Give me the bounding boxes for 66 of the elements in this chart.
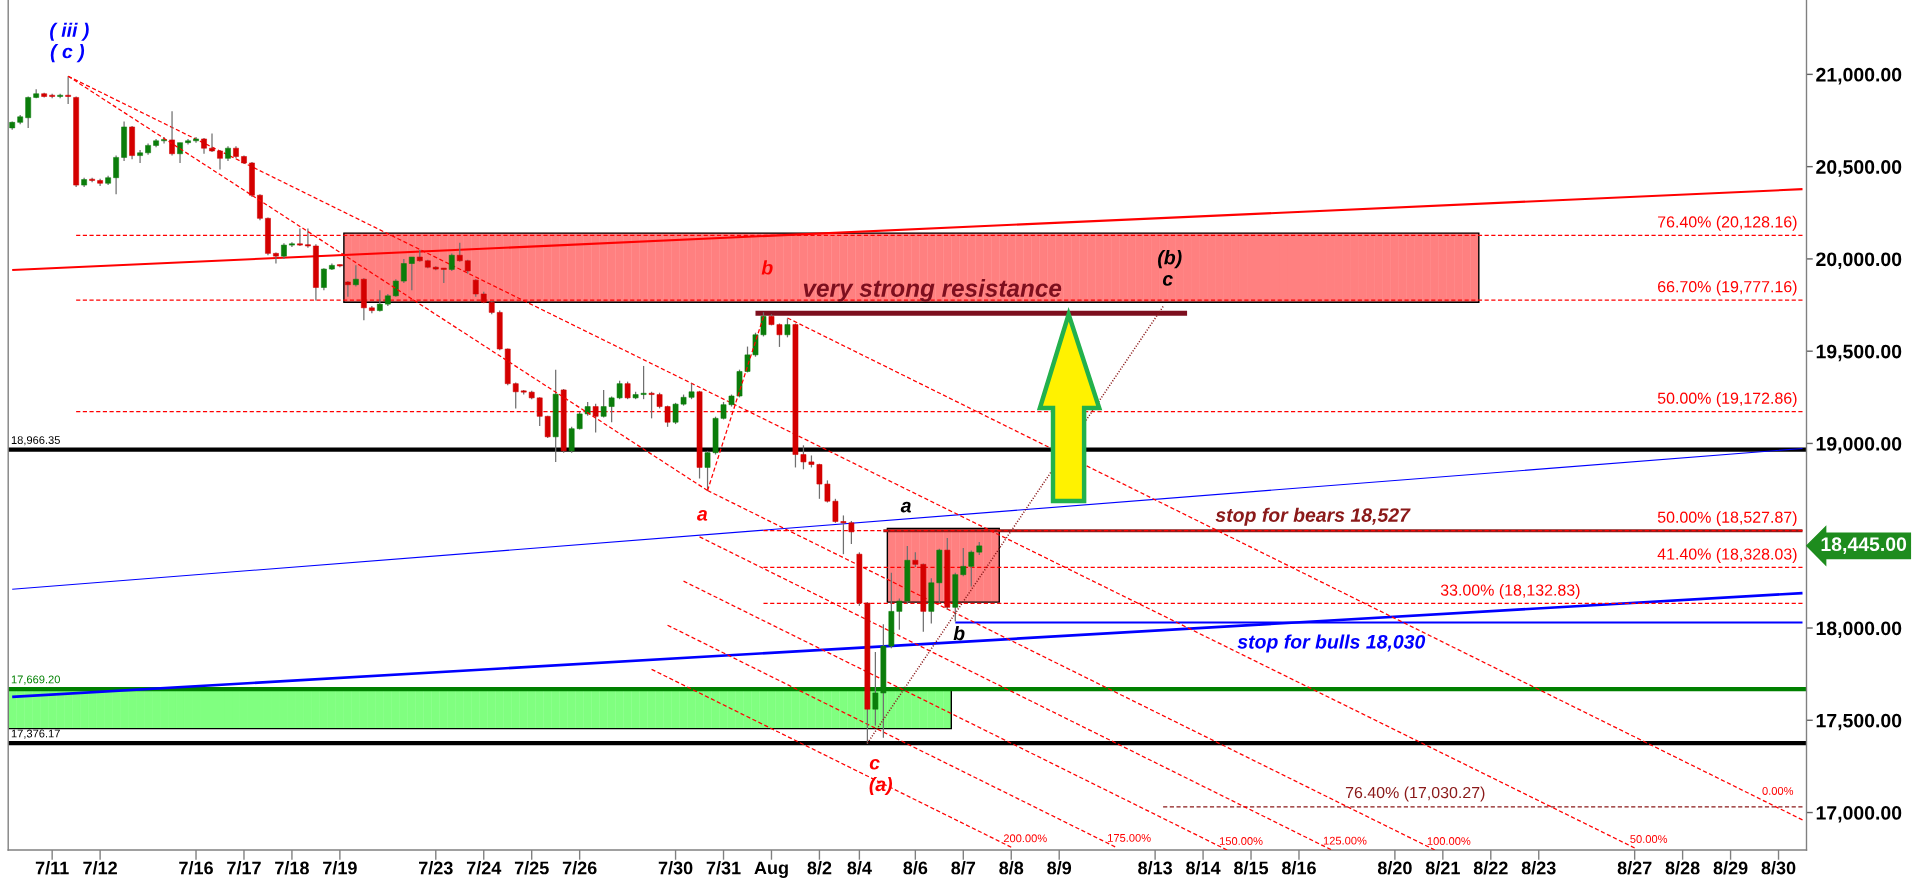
ref-line-label: 17,376.17: [11, 729, 60, 739]
y-tick-label: 20,000.00: [1816, 252, 1902, 269]
x-tick-label: 8/22: [1473, 861, 1508, 875]
x-tick-label: 8/14: [1186, 861, 1221, 875]
series-label: 200.00%: [1003, 834, 1047, 843]
x-tick-label: 7/16: [179, 861, 213, 875]
x-tick-label: 7/26: [562, 861, 597, 875]
annotation: ( c ): [50, 44, 85, 63]
series-label: 76.40% (17,030.27): [1345, 786, 1485, 802]
x-tick-label: 7/12: [83, 861, 117, 875]
x-tick-label: 7/23: [419, 861, 453, 875]
series-label: 125.00%: [1323, 836, 1367, 845]
series-label: 100.00%: [1427, 837, 1471, 845]
x-tick-label: 8/16: [1281, 861, 1316, 875]
series-label: 50.00% (18,527.87): [1657, 511, 1797, 527]
y-tick-label: 21,000.00: [1816, 67, 1902, 85]
x-tick-label: 8/13: [1138, 861, 1173, 875]
annotation: c: [869, 758, 880, 770]
x-tick-label: 8/15: [1234, 861, 1269, 875]
x-tick-label: 7/11: [35, 861, 69, 875]
series-label: 66.70% (19,777.16): [1658, 280, 1797, 296]
series-label: 50.00% (19,172.86): [1657, 392, 1797, 407]
series-label: 76.40% (20,128.16): [1658, 215, 1797, 231]
x-tick-label: 8/6: [903, 861, 928, 875]
series-label: 33.00% (18,132.83): [1440, 584, 1580, 599]
x-tick-label: Aug: [754, 861, 788, 878]
x-tick-label: 7/25: [514, 861, 549, 875]
x-tick-label: 8/21: [1425, 861, 1460, 875]
x-tick-label: 8/28: [1665, 861, 1700, 875]
y-tick-label: 18,000.00: [1816, 621, 1902, 639]
y-tick-label: 17,000.00: [1816, 806, 1902, 823]
x-tick-label: 8/20: [1377, 861, 1412, 875]
annotation: a: [697, 510, 708, 521]
y-tick-label: 17,500.00: [1816, 713, 1902, 731]
x-tick-label: 8/7: [951, 861, 976, 875]
series-label: 41.40% (18,328.03): [1657, 548, 1797, 563]
annotation: ( iii ): [50, 22, 89, 41]
x-tick-label: 8/9: [1047, 861, 1072, 875]
ref-line-label: 17,669.20: [11, 675, 60, 685]
series-label: 50.00%: [1630, 835, 1668, 843]
x-tick-label: 7/18: [275, 861, 309, 875]
y-tick-label: 20,500.00: [1816, 160, 1902, 177]
x-tick-label: 8/23: [1521, 861, 1556, 875]
series-label: 0.00%: [1762, 787, 1794, 795]
series-label: stop for bears 18,527: [1215, 507, 1411, 526]
text: 18,445.00: [1821, 537, 1907, 554]
series-label: 175.00%: [1108, 833, 1151, 842]
x-tick-label: 8/2: [807, 861, 832, 875]
y-tick-label: 19,000.00: [1816, 436, 1902, 454]
ref-line-label: 18,966.35: [11, 436, 60, 446]
x-tick-label: 7/19: [323, 861, 357, 875]
x-tick-label: 8/27: [1617, 861, 1652, 875]
annotation: a: [900, 501, 911, 513]
annotation: (a): [869, 776, 893, 796]
annotation: b: [953, 625, 965, 641]
x-tick-label: 7/17: [227, 861, 261, 875]
series-label: 150.00%: [1219, 837, 1263, 845]
series-label: stop for bulls 18,030: [1237, 634, 1426, 653]
x-tick-label: 7/30: [658, 861, 693, 875]
x-tick-label: 8/30: [1761, 861, 1796, 875]
x-tick-label: 7/24: [466, 861, 502, 875]
x-tick-label: 8/8: [999, 861, 1024, 875]
x-tick-label: 8/29: [1713, 861, 1748, 875]
x-tick-label: 7/31: [706, 861, 741, 875]
y-tick-label: 19,500.00: [1816, 344, 1902, 362]
x-tick-label: 8/4: [847, 861, 872, 875]
